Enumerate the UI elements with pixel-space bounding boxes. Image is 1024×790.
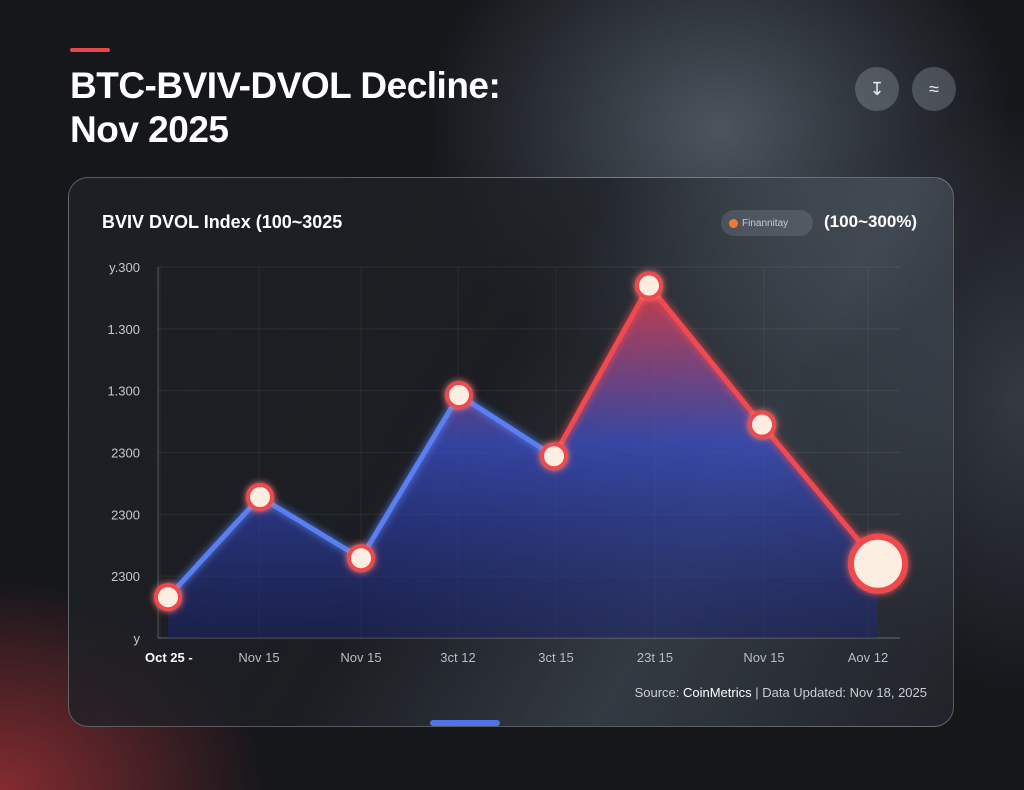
series-line-segment [358,392,462,561]
source-name: CoinMetrics [682,685,752,700]
updated-text: | Data Updated: Nov 18, 2025 [751,685,927,700]
data-point [540,442,568,471]
y-tick-label: 2300 [111,446,140,461]
scrollbar-handle[interactable] [430,720,500,726]
data-point [848,533,908,594]
x-tick-label: Nov 15 [238,650,279,665]
x-tick-label: 3ct 12 [440,650,475,665]
area-fill [168,285,878,638]
data-point [445,380,473,409]
download-button[interactable]: ↧ [855,67,899,111]
data-point [347,544,375,573]
legend-pill[interactable]: Finannitay [721,210,813,236]
accent-bar [70,48,110,52]
y-tick-label: 2300 [111,569,140,584]
x-tick-label: Nov 15 [743,650,784,665]
series-line-segment [551,283,652,459]
y-tick-label: y [134,631,141,646]
source-prefix: Source: [634,685,683,700]
x-tick-label: 3ct 15 [538,650,573,665]
title-line-2: Nov 2025 [70,109,229,150]
y-tick-label: 2300 [111,507,140,522]
layers-icon: ≈ [929,78,939,99]
series-line-segment [646,283,765,428]
source-note: Source: CoinMetrics | Data Updated: Nov … [635,685,927,700]
legend-label: Finannitay [742,217,789,229]
x-tick-label: Oct 25 - [145,650,193,665]
series-line-segment [456,392,557,459]
series-line-segment [165,494,263,600]
y-tick-label: 1.300 [107,322,140,337]
x-tick-label: Nov 15 [340,650,381,665]
layers-button[interactable]: ≈ [912,67,956,111]
series-line-segment [759,422,881,567]
data-point [748,410,776,439]
title-line-1: BTC-BVIV-DVOL Decline: [70,65,501,106]
data-point [635,271,663,300]
data-point [246,483,274,512]
y-tick-label: 1.300 [107,384,140,399]
download-icon: ↧ [869,78,885,99]
y-tick-label: y.300 [109,260,140,275]
page-title: BTC-BVIV-DVOL Decline: Nov 2025 [70,64,501,152]
x-tick-label: 23t 15 [637,650,673,665]
series-line-segment [257,494,364,561]
chart-title: BVIV DVOL Index (100~3025 [102,212,343,232]
data-point [154,583,182,612]
range-label: (100~300%) [824,212,918,231]
x-tick-label: Aov 12 [848,650,888,665]
legend-dot-icon [729,218,738,228]
